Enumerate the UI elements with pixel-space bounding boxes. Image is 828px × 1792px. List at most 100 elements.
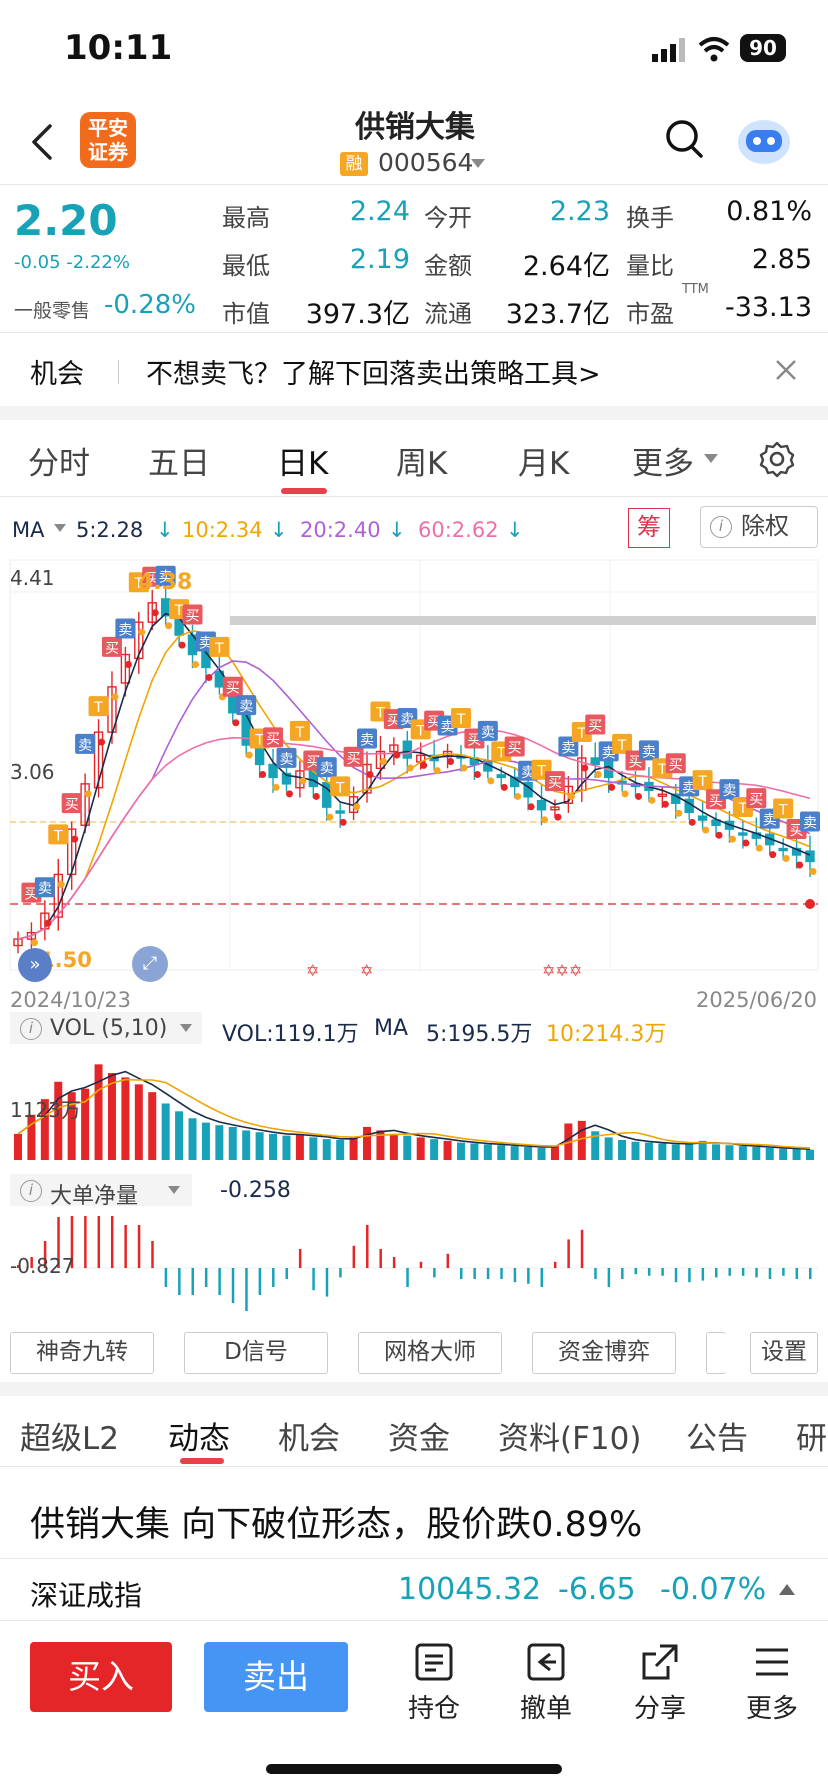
big-order-bar bbox=[204, 1268, 208, 1287]
tab-opportunity[interactable]: 机会 bbox=[278, 1421, 340, 1457]
buy-signal-mark: 买 bbox=[508, 740, 522, 756]
ma-dropdown-icon[interactable] bbox=[54, 524, 66, 533]
tab-daily-k[interactable]: 日K bbox=[277, 446, 329, 482]
tab-research[interactable]: 研 bbox=[796, 1421, 827, 1457]
pe-label: 市盈 bbox=[626, 300, 674, 328]
info-icon[interactable]: i bbox=[20, 1180, 42, 1202]
sector-change[interactable]: -0.28% bbox=[104, 290, 196, 320]
index-name[interactable]: 深证成指 bbox=[30, 1579, 143, 1612]
tab-announcement[interactable]: 公告 bbox=[686, 1421, 748, 1457]
share-icon[interactable] bbox=[640, 1642, 680, 1682]
candle-body bbox=[550, 806, 560, 811]
big-order-bar bbox=[178, 1268, 181, 1295]
tab-level2[interactable]: 超级L2 bbox=[20, 1421, 119, 1457]
tool-settings[interactable]: 设置 bbox=[750, 1332, 818, 1374]
sell-signal-mark: 卖 bbox=[159, 570, 173, 586]
close-icon[interactable] bbox=[774, 358, 798, 382]
code-dropdown-icon[interactable] bbox=[470, 158, 486, 170]
tab-five-day[interactable]: 五日 bbox=[148, 446, 210, 482]
stock-code[interactable]: 000564 bbox=[378, 148, 474, 177]
chip-distribution-button[interactable]: 筹 bbox=[628, 508, 670, 548]
search-icon[interactable] bbox=[664, 118, 704, 160]
signal-dot bbox=[299, 777, 307, 785]
volume-bar bbox=[456, 1142, 465, 1160]
buy-signal-mark-bg bbox=[263, 727, 284, 748]
big-order-label[interactable]: 大单净量 bbox=[50, 1184, 139, 1209]
market-cap-label: 市值 bbox=[222, 300, 270, 328]
sector-label[interactable]: 一般零售 bbox=[14, 300, 91, 322]
pe-ttm-sup: TTM bbox=[682, 282, 709, 297]
back-arrow-icon[interactable] bbox=[28, 122, 56, 162]
big-order-bar bbox=[70, 1216, 74, 1268]
y-axis-high-label: 4.41 bbox=[10, 566, 55, 590]
ma-indicator-label[interactable]: MA bbox=[12, 518, 45, 542]
cancel-order-icon[interactable] bbox=[526, 1642, 566, 1682]
candlestick-chart[interactable]: 买卖T买卖T买卖T 买卖T 买卖 T买卖T 买卖T买 卖T买卖T 买卖T买卖 T买 卖T 买卖 T买… bbox=[0, 552, 828, 980]
volume-chart[interactable] bbox=[0, 1048, 828, 1164]
big-order-bar bbox=[741, 1268, 745, 1276]
candle-body bbox=[254, 748, 265, 766]
sell-signal-mark: 卖 bbox=[279, 752, 293, 768]
sell-signal-mark-bg bbox=[236, 695, 257, 716]
sell-button[interactable]: 卖出 bbox=[204, 1642, 348, 1712]
tool-capital-game[interactable]: 资金博弈 bbox=[532, 1332, 676, 1374]
tab-news-feed[interactable]: 动态 bbox=[168, 1421, 230, 1457]
turnover-value: 0.81% bbox=[726, 196, 812, 227]
candle-body bbox=[134, 621, 144, 660]
tab-f10[interactable]: 资料(F10) bbox=[498, 1421, 642, 1457]
news-headline[interactable]: 供销大集 向下破位形态，股价跌0.89% bbox=[30, 1505, 643, 1545]
position-icon[interactable] bbox=[414, 1642, 454, 1682]
tab-more[interactable]: 更多 bbox=[632, 446, 694, 482]
home-indicator bbox=[266, 1764, 562, 1774]
tool-d-signal[interactable]: D信号 bbox=[184, 1332, 328, 1374]
divider bbox=[0, 184, 828, 185]
ex-rights-button[interactable]: 除权 bbox=[700, 506, 818, 548]
buy-button[interactable]: 买入 bbox=[30, 1642, 172, 1712]
tool-magic-nine[interactable]: 神奇九转 bbox=[10, 1332, 154, 1374]
volume-bar bbox=[54, 1081, 63, 1160]
tool-next-partial[interactable] bbox=[706, 1332, 726, 1374]
float-cap-value: 323.7亿 bbox=[505, 299, 610, 330]
info-icon[interactable]: i bbox=[20, 1018, 42, 1040]
tab-capital[interactable]: 资金 bbox=[388, 1421, 450, 1457]
signal-dot bbox=[272, 783, 280, 791]
vol-dropdown-icon[interactable] bbox=[180, 1024, 192, 1033]
gear-icon[interactable] bbox=[758, 440, 796, 478]
buy-signal-mark-bg bbox=[182, 604, 203, 625]
volume-bar bbox=[81, 1088, 90, 1160]
big-order-bar bbox=[191, 1268, 195, 1295]
sell-signal-mark: 卖 bbox=[239, 699, 253, 715]
more-menu-icon[interactable] bbox=[752, 1642, 792, 1682]
t-signal-mark: T bbox=[577, 726, 587, 742]
fullscreen-icon[interactable]: ⤢ bbox=[132, 946, 168, 982]
expand-left-icon[interactable]: » bbox=[18, 948, 52, 982]
opportunity-banner-link[interactable]: 不想卖飞？了解下回落卖出策略工具> bbox=[146, 359, 601, 390]
big-order-dropdown-icon[interactable] bbox=[168, 1186, 180, 1195]
sell-signal-mark-bg bbox=[115, 618, 136, 639]
volume-bar bbox=[148, 1092, 157, 1160]
buy-signal-mark-bg bbox=[504, 736, 525, 757]
vol-indicator-label[interactable]: VOL (5,10) bbox=[50, 1016, 168, 1041]
big-order-chart[interactable] bbox=[0, 1210, 828, 1326]
tab-intraday[interactable]: 分时 bbox=[28, 446, 90, 482]
cancel-order-label[interactable]: 撤单 bbox=[519, 1694, 572, 1724]
expand-up-icon[interactable] bbox=[778, 1582, 796, 1596]
t-signal-mark-bg bbox=[692, 770, 713, 791]
t-signal-mark: T bbox=[496, 745, 506, 761]
signal-dot bbox=[769, 851, 777, 859]
x-axis-end-date: 2025/06/20 bbox=[696, 988, 818, 1012]
robot-assistant-icon[interactable] bbox=[736, 114, 792, 166]
wifi-icon bbox=[698, 37, 730, 62]
info-icon[interactable]: i bbox=[710, 516, 732, 538]
tool-grid-master[interactable]: 网格大师 bbox=[358, 1332, 502, 1374]
position-label[interactable]: 持仓 bbox=[407, 1694, 460, 1724]
volume-bar bbox=[27, 1114, 36, 1160]
more-dropdown-icon[interactable] bbox=[703, 453, 719, 465]
signal-dot bbox=[192, 661, 200, 669]
tab-monthly-k[interactable]: 月K bbox=[518, 446, 570, 482]
more-label[interactable]: 更多 bbox=[745, 1694, 798, 1724]
share-label[interactable]: 分享 bbox=[633, 1694, 686, 1724]
resistance-band bbox=[230, 616, 816, 625]
big-order-bar bbox=[272, 1268, 275, 1287]
tab-weekly-k[interactable]: 周K bbox=[396, 446, 448, 482]
